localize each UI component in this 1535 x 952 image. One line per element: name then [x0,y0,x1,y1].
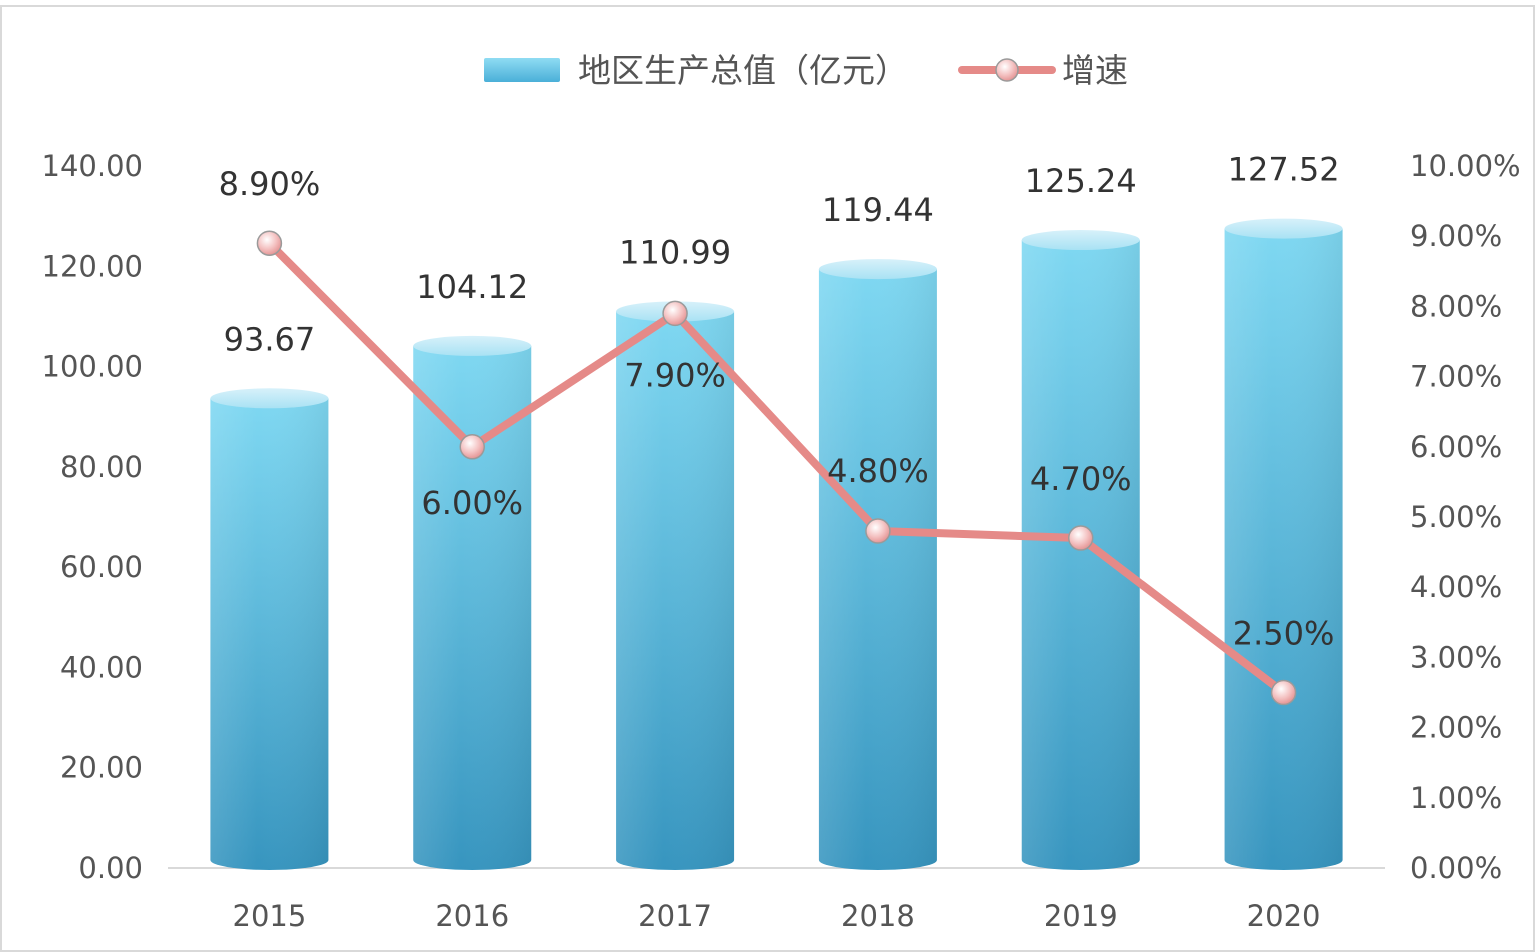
bar-top-cap [1021,230,1140,251]
x-axis: 2015 2016 2017 2018 2019 2020 [233,899,1321,933]
y-tick-label-right: 7.00% [1410,360,1502,394]
y-tick-label-right: 6.00% [1410,430,1502,464]
y-tick-label-left: 100.00 [42,350,143,384]
bar-series [210,218,1343,870]
x-tick-label: 2018 [841,899,915,933]
y-tick-label-left: 0.00 [78,851,143,885]
line-value-label: 6.00% [421,484,523,522]
bar-shading [616,311,735,870]
bar-value-label: 127.52 [1228,151,1340,189]
line-point-marker [1068,525,1094,551]
legend: 地区生产总值（亿元） 增速 [484,51,1128,90]
bar-top-cap [210,388,329,409]
bar-data-labels: 93.67 104.12 110.99 119.44 125.24 127.52 [224,151,1340,359]
bar-value-label: 93.67 [224,320,316,358]
bar-shading [1021,240,1140,870]
y-tick-label-right: 5.00% [1410,500,1502,534]
bar-value-label: 110.99 [619,233,731,271]
y-tick-label-right: 10.00% [1410,149,1521,183]
line-value-label: 4.70% [1030,460,1132,498]
y-axis-right: 0.00% 1.00% 2.00% 3.00% 4.00% 5.00% 6.00% 7.00%… [1410,149,1521,885]
line-value-label: 8.90% [219,165,321,203]
y-tick-label-right: 4.00% [1410,570,1502,604]
y-tick-label-right: 0.00% [1410,851,1502,885]
bar-value-label: 125.24 [1025,162,1137,200]
legend-line-marker [995,58,1019,82]
y-tick-label-left: 120.00 [42,249,143,283]
y-tick-label-right: 9.00% [1410,219,1502,253]
bar-top-cap [1224,218,1343,239]
y-tick-label-left: 60.00 [60,550,143,584]
x-tick-label: 2019 [1044,899,1118,933]
x-tick-label: 2015 [233,899,307,933]
bar-shading [210,398,329,870]
y-tick-label-right: 8.00% [1410,289,1502,323]
bar-top-cap [413,335,532,356]
line-point-marker [459,434,485,460]
bar-shading [1224,228,1343,870]
x-tick-label: 2020 [1247,899,1321,933]
line-data-labels: 8.90% 6.00% 7.90% 4.80% 4.70% 2.50% [219,165,1335,652]
y-tick-label-left: 40.00 [60,650,143,684]
y-tick-label-left: 80.00 [60,450,143,484]
line-point-marker [1270,679,1297,706]
legend-bar-label: 地区生产总值（亿元） [578,51,908,90]
y-tick-label-left: 20.00 [60,751,143,785]
bar-shading [413,345,532,870]
line-value-label: 7.90% [624,356,726,394]
line-series [256,230,1297,706]
bar-shading [818,269,937,870]
x-tick-label: 2017 [638,899,712,933]
line-point-marker [256,230,283,256]
y-tick-label-right: 2.00% [1410,711,1502,745]
legend-bar-swatch [484,58,560,82]
legend-line-label: 增速 [1062,51,1128,90]
line-value-label: 2.50% [1233,615,1335,653]
bar-value-label: 104.12 [416,268,528,306]
y-tick-label-right: 1.00% [1410,781,1502,815]
line-value-label: 4.80% [827,452,929,490]
line-point-marker [662,300,688,327]
y-axis-left: 0.00 20.00 40.00 60.00 80.00 100.00 120.00 140.… [42,149,143,885]
chart-border [0,5,1535,952]
growth-line [265,239,1288,697]
bar-top-cap [818,259,937,280]
y-tick-label-left: 140.00 [42,149,143,183]
y-tick-label-right: 3.00% [1410,640,1502,674]
x-tick-label: 2016 [435,899,509,933]
line-point-marker [865,518,891,544]
bar-value-label: 119.44 [822,191,934,229]
